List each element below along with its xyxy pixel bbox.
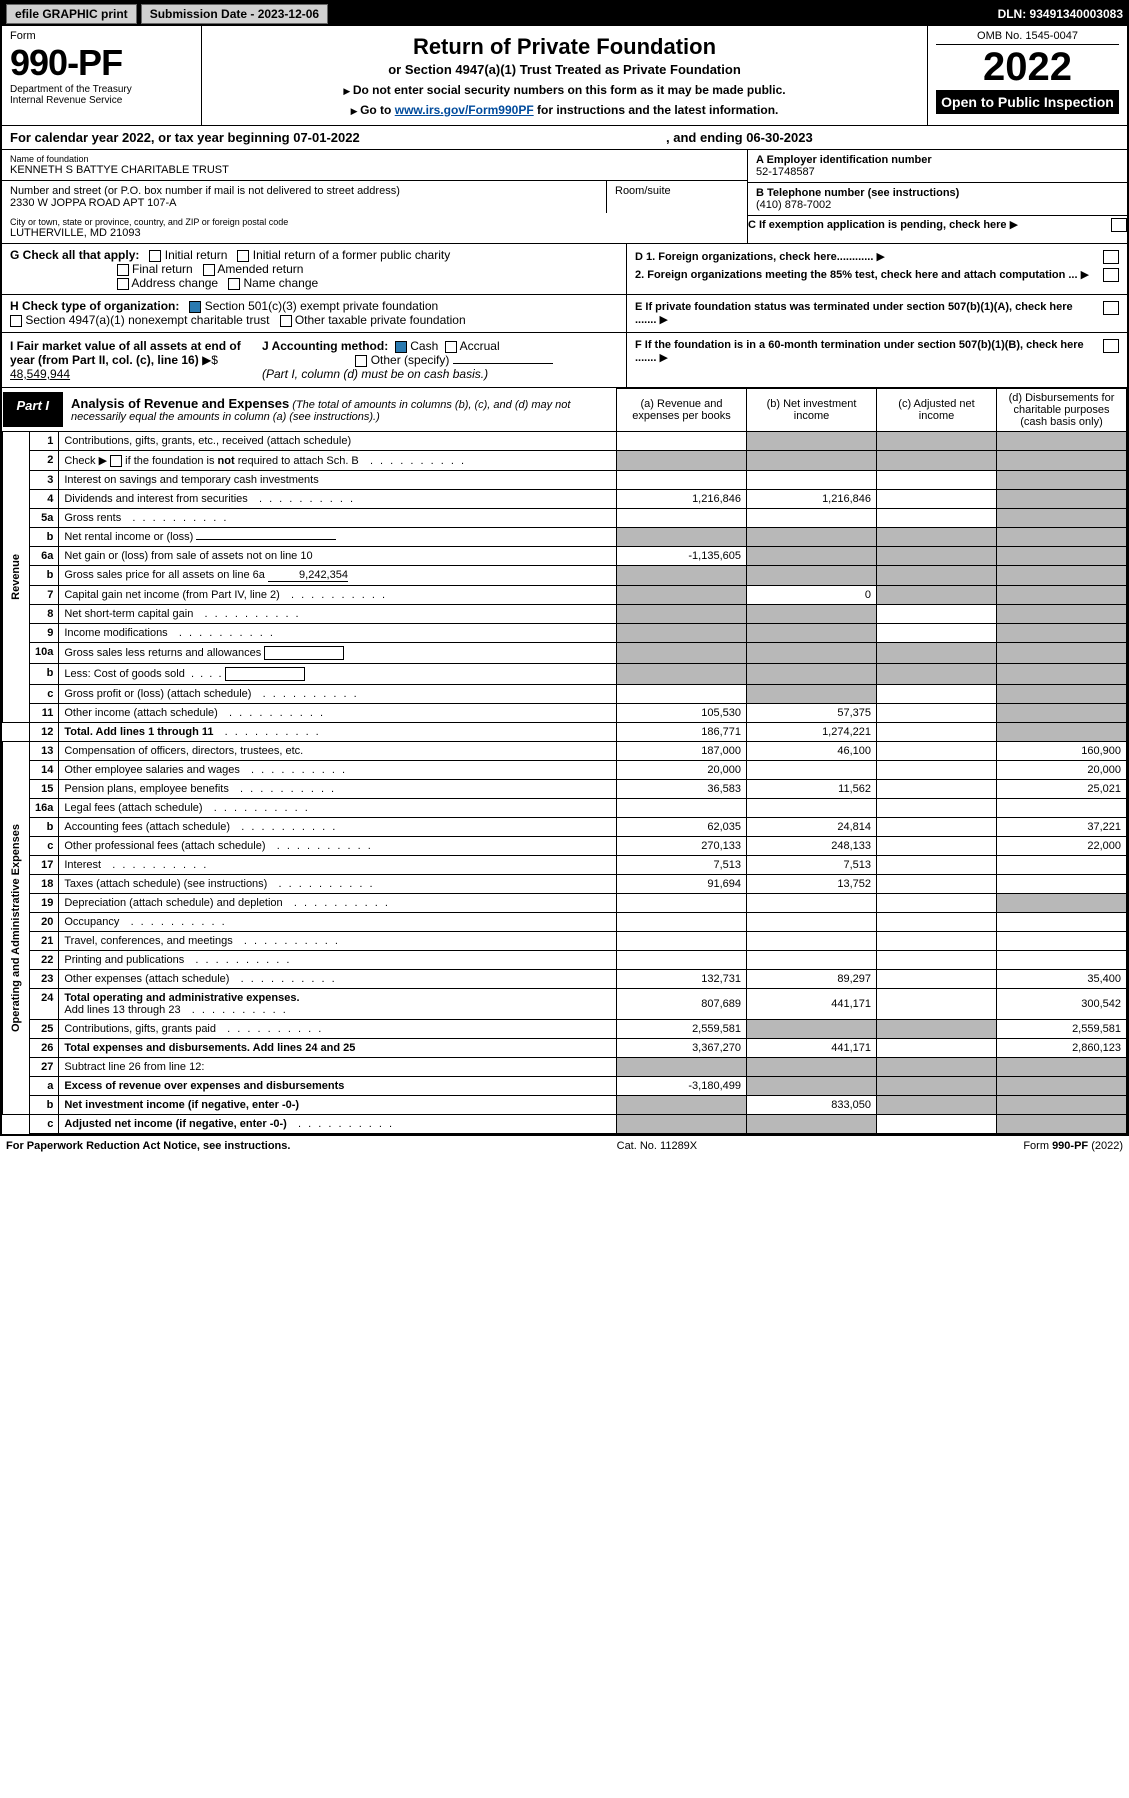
efile-button[interactable]: efile GRAPHIC print [6,4,137,24]
chk-initial-return[interactable] [149,250,161,262]
box-ij: I Fair market value of all assets at end… [2,333,627,387]
chk-other-method[interactable] [355,355,367,367]
form-label: Form [10,30,193,42]
foundation-city: LUTHERVILLE, MD 21093 [10,227,739,239]
chk-schb[interactable] [110,455,122,467]
box-h: H Check type of organization: Section 50… [2,295,627,332]
calendar-row: For calendar year 2022, or tax year begi… [2,126,1127,150]
ein-value: 52-1748587 [756,166,1119,178]
box-g-label: G Check all that apply: [10,248,139,262]
col-b-header: (b) Net investment income [747,389,877,432]
chk-f[interactable] [1103,339,1119,353]
form-subtitle: or Section 4947(a)(1) Trust Treated as P… [210,62,919,77]
form-footer: 990-PF [1052,1140,1088,1152]
box-j-note: (Part I, column (d) must be on cash basi… [262,367,488,381]
part1-title: Analysis of Revenue and Expenses [71,396,289,411]
box-i-value: 48,549,944 [10,367,70,381]
name-label: Name of foundation [10,154,739,164]
instructions-link[interactable]: www.irs.gov/Form990PF [395,103,534,117]
open-public-label: Open to Public Inspection [936,90,1119,114]
box-i-label: I Fair market value of all assets at end… [10,339,241,367]
form-header: Form 990-PF Department of the Treasury I… [2,26,1127,126]
box-j-label: J Accounting method: [262,339,388,353]
chk-other-taxable[interactable] [280,315,292,327]
submission-date-button[interactable]: Submission Date - 2023-12-06 [141,4,328,24]
chk-initial-former[interactable] [237,250,249,262]
chk-d2[interactable] [1103,268,1119,282]
phone-label: B Telephone number (see instructions) [756,187,959,199]
chk-501c3[interactable] [189,301,201,313]
chk-e[interactable] [1103,301,1119,315]
l12-b: 1,274,221 [747,723,877,742]
l6a-a: -1,135,605 [617,547,747,566]
cal-begin: For calendar year 2022, or tax year begi… [10,130,360,145]
l11-a: 105,530 [617,704,747,723]
form-page: efile GRAPHIC print Submission Date - 20… [0,0,1129,1136]
dept-label: Department of the Treasury [10,84,193,95]
l11-b: 57,375 [747,704,877,723]
l4-b: 1,216,846 [747,490,877,509]
identification-block: Name of foundation KENNETH S BATTYE CHAR… [2,150,1127,244]
chk-final-return[interactable] [117,264,129,276]
revenue-side-label: Revenue [8,546,24,608]
cal-end: , and ending 06-30-2023 [666,130,813,145]
col-a-header: (a) Revenue and expenses per books [617,389,747,432]
col-c-header: (c) Adjusted net income [877,389,997,432]
expenses-side-label: Operating and Administrative Expenses [8,816,24,1040]
part1-tag: Part I [3,392,64,427]
footer: For Paperwork Reduction Act Notice, see … [0,1136,1129,1156]
room-label: Room/suite [615,185,739,197]
irs-label: Internal Revenue Service [10,95,193,106]
chk-amended-return[interactable] [203,264,215,276]
tax-year: 2022 [936,45,1119,90]
cat-no: Cat. No. 11289X [617,1140,698,1152]
box-c-label: C If exemption application is pending, c… [748,219,1007,231]
city-label: City or town, state or province, country… [10,217,739,227]
chk-4947a1[interactable] [10,315,22,327]
instr-1: Do not enter social security numbers on … [353,83,786,97]
instr-2-post: for instructions and the latest informat… [534,103,779,117]
form-number: 990-PF [10,42,193,84]
l6b-inline: 9,242,354 [268,569,348,582]
chk-cash[interactable] [395,341,407,353]
chk-address-change[interactable] [117,278,129,290]
l12-a: 186,771 [617,723,747,742]
l7-b: 0 [747,586,877,605]
chk-d1[interactable] [1103,250,1119,264]
box-h-label: H Check type of organization: [10,299,179,313]
omb-label: OMB No. 1545-0047 [936,30,1119,45]
addr-label: Number and street (or P.O. box number if… [10,185,598,197]
topbar: efile GRAPHIC print Submission Date - 20… [2,2,1127,26]
box-e: E If private foundation status was termi… [627,295,1127,332]
chk-accrual[interactable] [445,341,457,353]
part1-table: Part I Analysis of Revenue and Expenses … [2,388,1127,1134]
foundation-address: 2330 W JOPPA ROAD APT 107-A [10,197,598,209]
box-f: F If the foundation is in a 60-month ter… [627,333,1127,387]
box-c-checkbox[interactable] [1111,218,1127,232]
l4-a: 1,216,846 [617,490,747,509]
box-g: G Check all that apply: Initial return I… [2,244,627,294]
instr-2-pre: Go to [360,103,395,117]
ein-label: A Employer identification number [756,154,932,166]
phone-value: (410) 878-7002 [756,199,1119,211]
foundation-name: KENNETH S BATTYE CHARITABLE TRUST [10,164,739,176]
dln-label: DLN: 93491340003083 [998,7,1123,21]
form-title: Return of Private Foundation [210,34,919,60]
box-d: D 1. Foreign organizations, check here..… [627,244,1127,294]
col-d-header: (d) Disbursements for charitable purpose… [997,389,1127,432]
pra-notice: For Paperwork Reduction Act Notice, see … [6,1140,290,1152]
chk-name-change[interactable] [228,278,240,290]
